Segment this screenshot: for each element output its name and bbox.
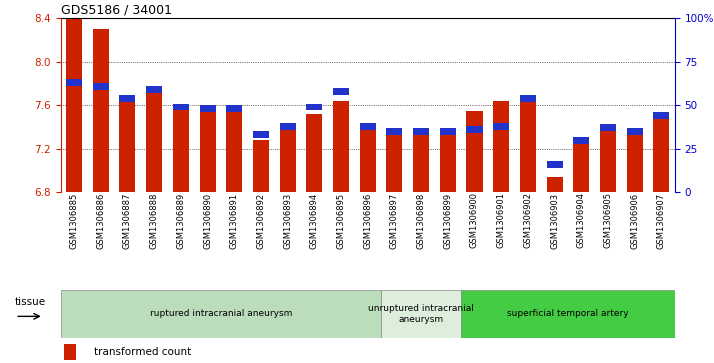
Bar [306,114,322,192]
Bar [600,130,616,192]
Text: GSM1306891: GSM1306891 [230,192,238,249]
Bar [253,140,269,192]
Bar [226,112,242,192]
Text: superficial temporal artery: superficial temporal artery [507,310,629,318]
Text: unruptured intracranial
aneurysm: unruptured intracranial aneurysm [368,304,474,324]
Text: GSM1306890: GSM1306890 [203,192,212,249]
Bar [440,128,456,135]
Bar [93,29,109,192]
Bar [386,131,403,192]
Bar [573,141,589,192]
Bar [66,79,82,86]
Text: transformed count: transformed count [94,347,192,357]
Bar [413,128,429,135]
Bar [461,290,675,338]
Bar [653,112,670,119]
Text: GSM1306903: GSM1306903 [550,192,559,249]
Text: GSM1306893: GSM1306893 [283,192,292,249]
Bar [386,128,403,135]
Bar [600,125,616,131]
Bar [253,131,269,138]
Text: GSM1306888: GSM1306888 [150,192,159,249]
Bar [306,103,322,110]
Text: GSM1306907: GSM1306907 [657,192,666,249]
Bar [173,103,188,110]
Text: GSM1306906: GSM1306906 [630,192,639,249]
Text: GSM1306887: GSM1306887 [123,192,132,249]
Bar [66,19,82,192]
Text: GSM1306904: GSM1306904 [577,192,585,248]
Bar [64,344,76,359]
Text: GSM1306902: GSM1306902 [523,192,533,248]
Text: tissue: tissue [15,297,46,307]
Bar [381,290,461,338]
Bar [466,111,483,192]
Bar [466,126,483,133]
Bar [493,101,509,192]
Text: GSM1306896: GSM1306896 [363,192,372,249]
Text: GSM1306895: GSM1306895 [336,192,346,249]
Bar [440,130,456,192]
Bar [280,130,296,192]
Bar [119,95,136,102]
Bar [333,88,349,95]
Bar [573,136,589,144]
Bar [360,129,376,192]
Bar [493,123,509,130]
Text: GSM1306892: GSM1306892 [256,192,266,249]
Bar [119,95,136,192]
Bar [280,123,296,130]
Text: GSM1306886: GSM1306886 [96,192,105,249]
Text: GSM1306899: GSM1306899 [443,192,452,249]
Bar [93,83,109,90]
Bar [360,123,376,130]
Text: GSM1306901: GSM1306901 [497,192,506,248]
Bar [520,97,536,192]
Text: GSM1306889: GSM1306889 [176,192,186,249]
Bar [146,86,162,93]
Bar [653,115,670,192]
Bar [413,131,429,192]
Bar [333,101,349,192]
Text: ruptured intracranial aneurysm: ruptured intracranial aneurysm [150,310,292,318]
Text: GDS5186 / 34001: GDS5186 / 34001 [61,4,171,17]
Bar [547,161,563,168]
Text: GSM1306885: GSM1306885 [69,192,79,249]
Bar [547,177,563,192]
Text: GSM1306900: GSM1306900 [470,192,479,248]
Bar [199,110,216,192]
Text: GSM1306898: GSM1306898 [416,192,426,249]
Bar [627,128,643,135]
Bar [61,290,381,338]
Text: GSM1306905: GSM1306905 [603,192,613,248]
Bar [627,132,643,192]
Text: GSM1306897: GSM1306897 [390,192,399,249]
Bar [146,90,162,192]
Bar [173,109,188,192]
Bar [520,95,536,102]
Text: GSM1306894: GSM1306894 [310,192,319,249]
Bar [199,105,216,112]
Bar [226,105,242,112]
